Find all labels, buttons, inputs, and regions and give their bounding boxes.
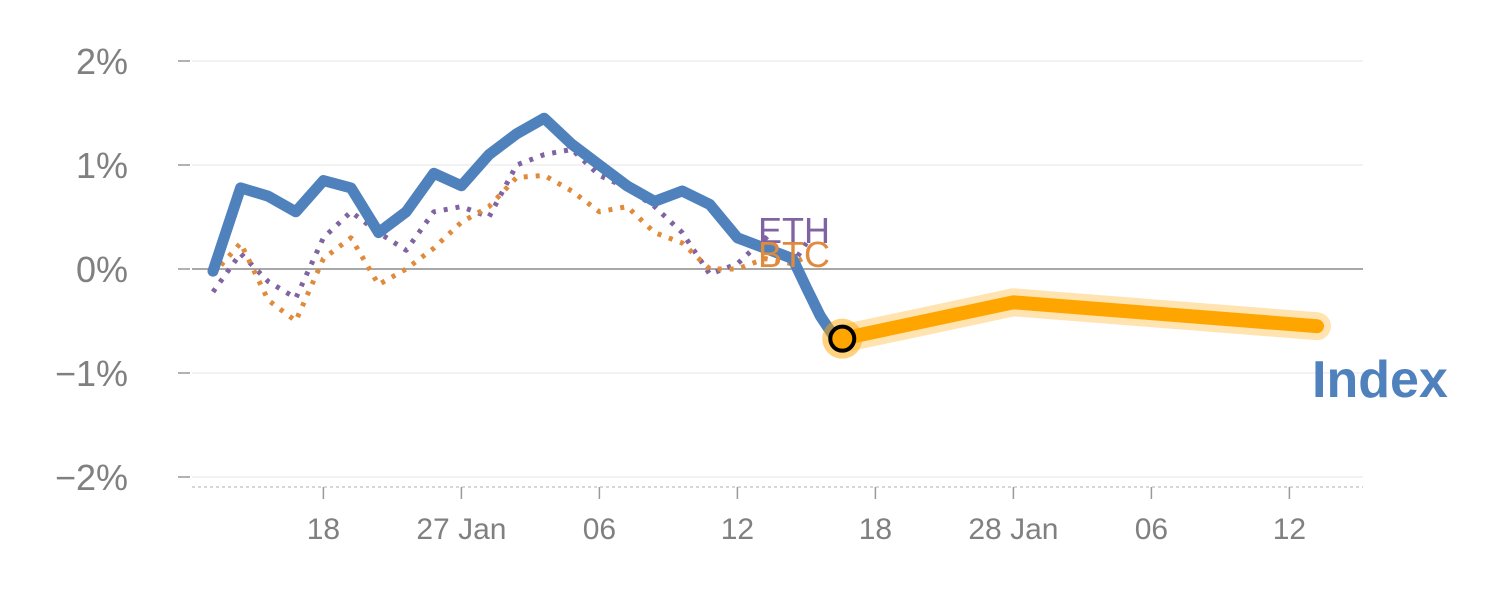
grid-lines: [192, 60, 1363, 478]
x-tick-label: 12: [1273, 513, 1306, 546]
x-tick-label: 18: [859, 513, 892, 546]
marker-point: [828, 324, 857, 353]
index-series-label: Index: [1312, 351, 1448, 409]
y-tick-label: 1%: [76, 145, 128, 186]
index-series-line: [207, 112, 840, 343]
x-tick-label: 06: [583, 513, 616, 546]
eth-series-line: [210, 146, 809, 301]
x-tick-label: 06: [1135, 513, 1168, 546]
x-tick-label: 28 Jan: [968, 513, 1058, 546]
y-axis: 2% 1% 0% −1% −2%: [55, 41, 190, 498]
btc-series-label: BTC: [758, 234, 830, 275]
btc-series-line: [211, 172, 808, 324]
eth-series-label: ETH: [758, 210, 830, 251]
y-tick-label: −1%: [55, 353, 128, 394]
y-tick-label: −2%: [55, 457, 128, 498]
x-tick-label: 27 Jan: [416, 513, 506, 546]
x-tick-label: 12: [721, 513, 754, 546]
x-axis: 18 27 Jan 06 12 18 28 Jan 06 12: [192, 486, 1363, 546]
series-group: [207, 112, 840, 343]
y-tick-label: 0%: [76, 249, 128, 290]
marker-group: [822, 318, 863, 359]
y-tick-label: 2%: [76, 41, 128, 82]
forecast-group: [828, 288, 1331, 353]
x-tick-label: 18: [307, 513, 340, 546]
forecast-line: [835, 295, 1324, 346]
